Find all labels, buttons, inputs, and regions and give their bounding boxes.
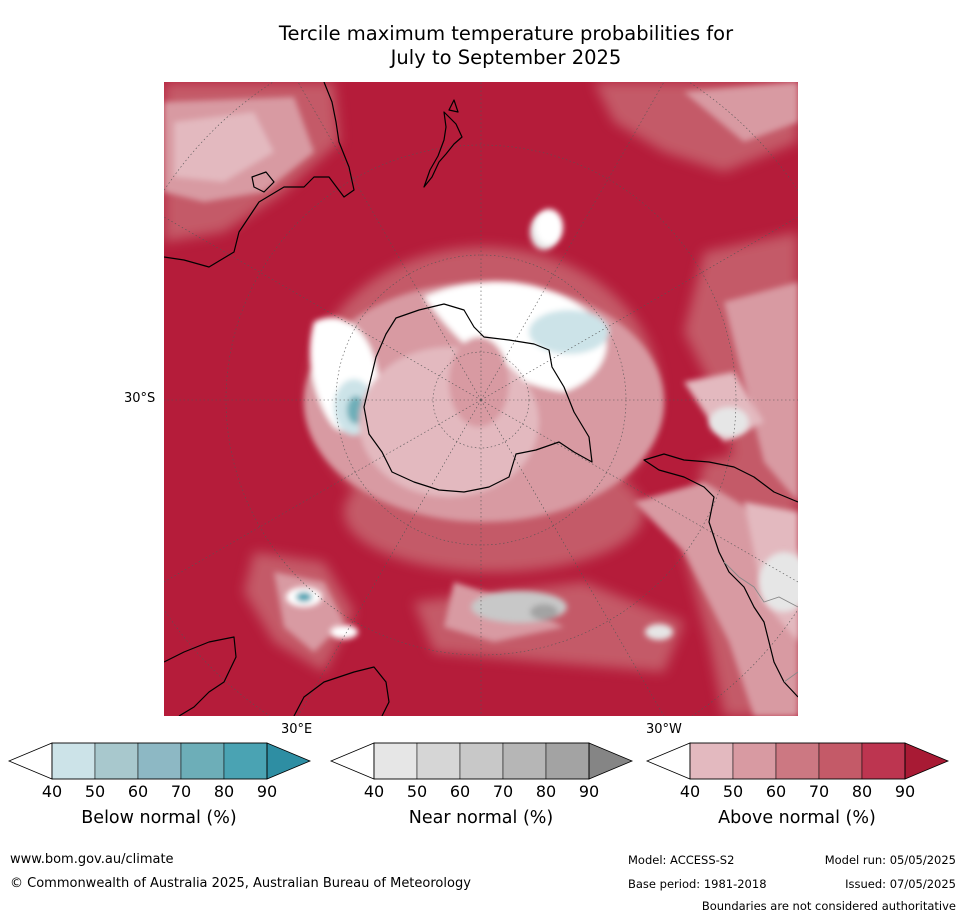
- colorbar-outline: [51, 742, 268, 780]
- colorbar-below-normal: [7, 742, 312, 780]
- colorbar-high-triangle: [266, 742, 312, 780]
- new-zealand-coast: [423, 99, 463, 188]
- africa-coast: [164, 636, 237, 716]
- tick-label: 40: [41, 782, 63, 801]
- colorbar-segment: [180, 742, 225, 780]
- tick-label: 40: [679, 782, 701, 801]
- latitude-label: 30°S: [124, 391, 156, 406]
- map-title-line2: July to September 2025: [390, 46, 622, 69]
- colorbar-segment: [818, 742, 863, 780]
- tick-label: 50: [406, 782, 428, 801]
- longitude-label-east: 30°E: [281, 722, 313, 737]
- colorbar-segment: [545, 742, 590, 780]
- longitude-label-west: 30°W: [646, 722, 682, 737]
- colorbar-segment: [775, 742, 820, 780]
- africa-coast-south: [293, 666, 390, 716]
- colorbar-above-label: Above normal (%): [718, 808, 876, 828]
- tick-label: 80: [851, 782, 873, 801]
- footer-url: www.bom.gov.au/climate: [10, 852, 174, 867]
- map-canvas: [164, 82, 798, 716]
- colorbar-segment: [689, 742, 734, 780]
- colorbar-near-label: Near normal (%): [408, 808, 554, 828]
- australia-coast: [164, 82, 355, 268]
- map-title: Tercile maximum temperature probabilitie…: [164, 22, 848, 70]
- graticule: [164, 82, 798, 716]
- coastlines: [164, 82, 798, 716]
- tick-label: 80: [535, 782, 557, 801]
- map-title-line1: Tercile maximum temperature probabilitie…: [278, 22, 734, 45]
- probability-map: [164, 82, 798, 716]
- colorbar-below-label: Below normal (%): [81, 808, 237, 828]
- colorbar-low-triangle: [7, 742, 53, 780]
- south-america-coast: [643, 453, 798, 698]
- tick-label: 80: [213, 782, 235, 801]
- tick-label: 60: [765, 782, 787, 801]
- antarctica-field: [286, 209, 664, 639]
- colorbar-segment: [137, 742, 182, 780]
- footer-base-period: Base period: 1981-2018: [628, 877, 767, 891]
- tick-label: 40: [363, 782, 385, 801]
- footer-model-run: Model run: 05/05/2025: [824, 853, 956, 867]
- colorbar-above-normal: [645, 742, 950, 780]
- footer-issued: Issued: 07/05/2025: [845, 877, 956, 891]
- footer-model: Model: ACCESS-S2: [628, 853, 735, 867]
- colorbar-segment: [459, 742, 504, 780]
- colorbar-segment: [51, 742, 96, 780]
- colorbar-low-triangle: [329, 742, 375, 780]
- colorbar-low-triangle: [645, 742, 691, 780]
- colorbar-near-normal: [329, 742, 634, 780]
- colorbar-segment: [502, 742, 547, 780]
- tick-label: 70: [492, 782, 514, 801]
- colorbar-above-svg: [645, 742, 950, 780]
- colorbar-high-triangle: [904, 742, 950, 780]
- tick-label: 60: [449, 782, 471, 801]
- tasmania-coast: [251, 171, 275, 193]
- tick-label: 90: [578, 782, 600, 801]
- colorbar-outline: [689, 742, 906, 780]
- colorbar-segment: [94, 742, 139, 780]
- tick-label: 60: [127, 782, 149, 801]
- country-borders: [723, 561, 798, 683]
- tick-label: 90: [256, 782, 278, 801]
- tick-label: 50: [84, 782, 106, 801]
- footer-copyright: © Commonwealth of Australia 2025, Austra…: [10, 876, 471, 891]
- tick-label: 70: [808, 782, 830, 801]
- colorbar-segment: [861, 742, 906, 780]
- tick-label: 90: [894, 782, 916, 801]
- colorbar-below-svg: [7, 742, 312, 780]
- antarctica-coast: [363, 303, 593, 493]
- tick-label: 50: [722, 782, 744, 801]
- colorbar-high-triangle: [588, 742, 634, 780]
- footer-disclaimer: Boundaries are not considered authoritat…: [701, 899, 956, 913]
- colorbar-segment: [373, 742, 418, 780]
- colorbar-segment: [416, 742, 461, 780]
- colorbar-near-svg: [329, 742, 634, 780]
- tick-label: 70: [170, 782, 192, 801]
- colorbar-segment: [732, 742, 777, 780]
- colorbar-segment: [223, 742, 268, 780]
- colorbar-outline: [373, 742, 590, 780]
